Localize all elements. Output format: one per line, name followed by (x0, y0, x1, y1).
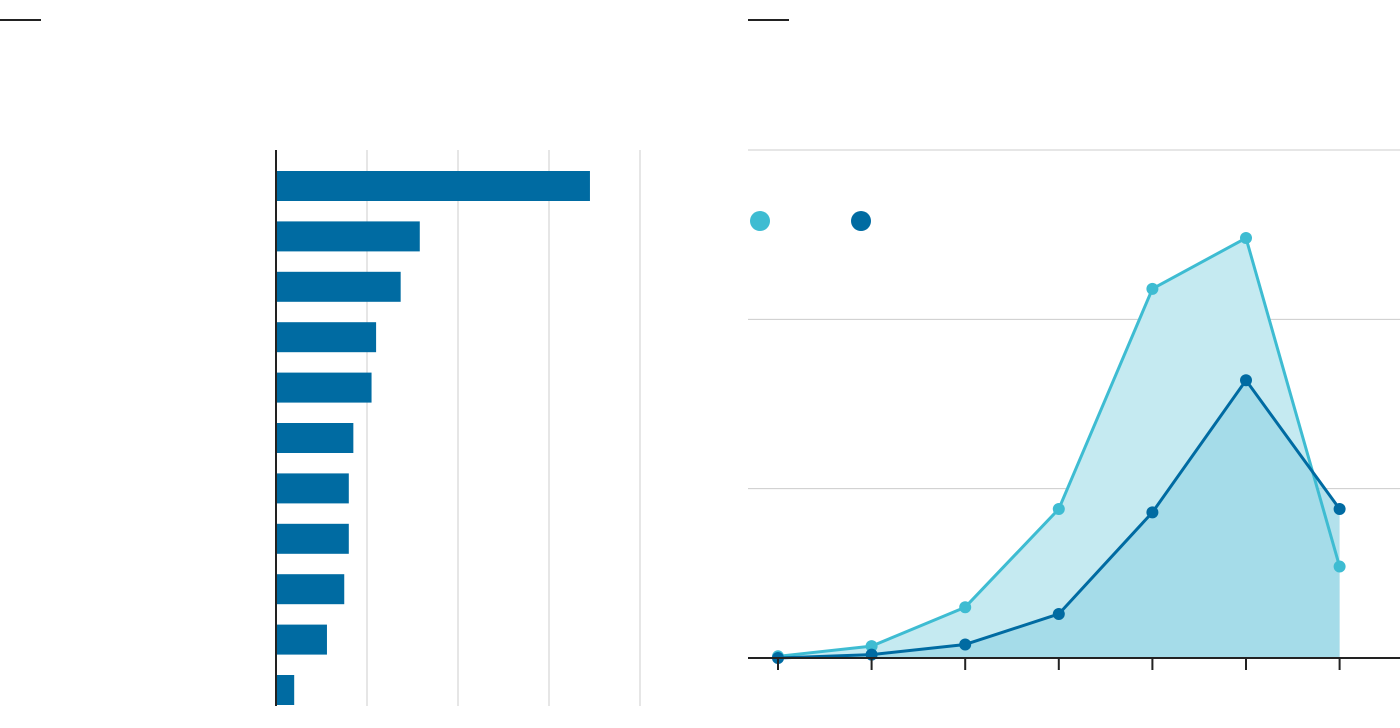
bar (276, 171, 590, 201)
series-point (1146, 506, 1159, 519)
series-point (865, 640, 878, 653)
series-point (959, 638, 972, 651)
series-point (1052, 502, 1065, 515)
series-point (1333, 502, 1346, 515)
series-point (1240, 374, 1252, 387)
left-chart-header-rule (0, 19, 41, 21)
bar-chart (275, 150, 641, 706)
bar (276, 271, 401, 302)
legend-swatch (750, 211, 770, 231)
right-chart-header-rule (748, 19, 789, 21)
bar (276, 423, 354, 453)
bar (276, 322, 377, 353)
series-area (778, 380, 1340, 658)
series-point (1240, 232, 1252, 245)
bar (276, 675, 295, 705)
series-point (959, 601, 972, 614)
legend-swatch (851, 211, 871, 231)
series-point (1146, 282, 1159, 295)
bar (276, 574, 345, 605)
series-point (1052, 607, 1065, 620)
bar (276, 221, 420, 252)
bar (276, 372, 372, 403)
bar (276, 624, 327, 655)
area-chart (748, 149, 1400, 670)
bar (276, 473, 349, 504)
bar (276, 523, 349, 554)
series-point (1333, 560, 1346, 573)
